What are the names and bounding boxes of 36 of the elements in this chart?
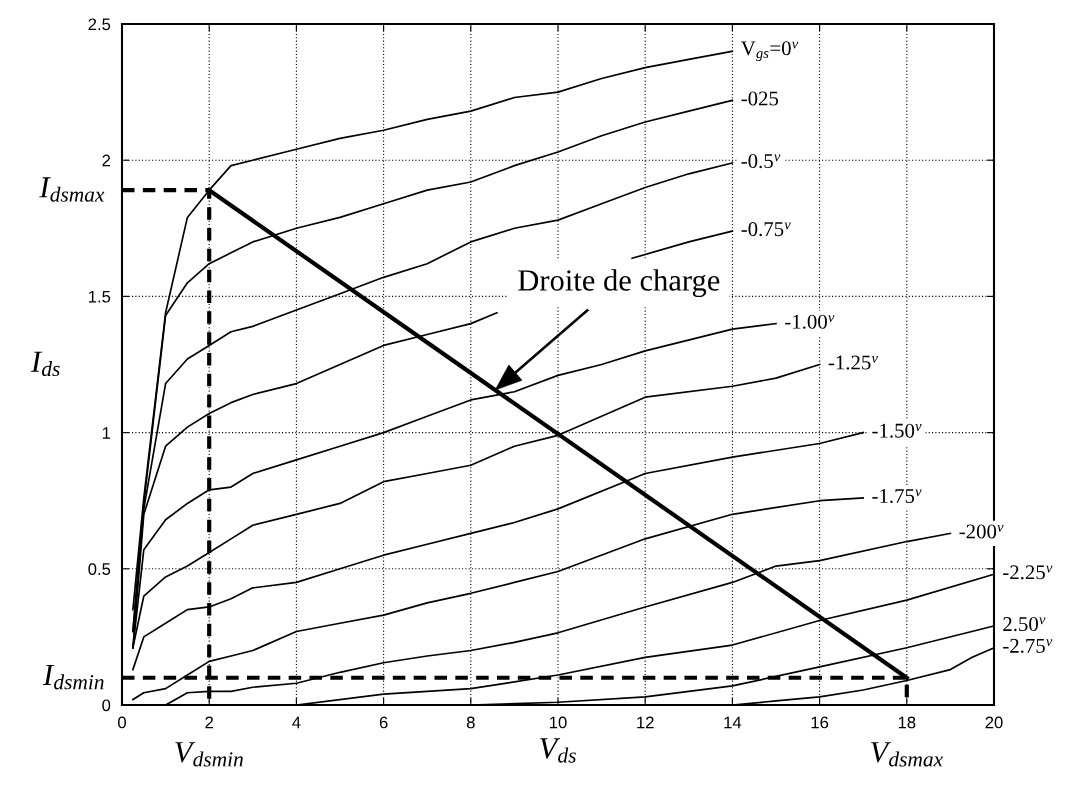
y-tick-label: 2.5 bbox=[88, 18, 111, 31]
series-label: -0.5$^{v}$ bbox=[741, 153, 781, 169]
series-label: 2.50$^{v}$ bbox=[1003, 617, 1046, 632]
annotation: I$_{dsmax}$ bbox=[39, 177, 105, 202]
series-label: -1.00$^{v}$ bbox=[785, 314, 835, 329]
legend-label: V$_{gs}$=0$^{v}$ bbox=[740, 41, 799, 62]
x-tick-label: 4 bbox=[292, 716, 301, 729]
x-tick-label: 10 bbox=[550, 716, 567, 729]
x-tick-label: 8 bbox=[466, 716, 475, 729]
series-label: -1.75$^{v}$ bbox=[872, 489, 922, 504]
y-tick-label: 1.5 bbox=[88, 290, 111, 303]
x-tick-label: 16 bbox=[811, 716, 829, 729]
y-tick-label: 0.5 bbox=[88, 563, 111, 575]
x-tick-label: 20 bbox=[985, 716, 1003, 729]
series-label: -1.50$^{v}$ bbox=[872, 423, 922, 438]
series-label: -025 bbox=[741, 91, 779, 106]
annotation: V$_{dsmin}$ bbox=[175, 742, 243, 767]
y-tick-label: 2 bbox=[102, 154, 111, 167]
x-tick-label: 0 bbox=[118, 716, 126, 729]
x-axis-title: V$_{ds}$ bbox=[540, 738, 576, 763]
annotation: I$_{dsmin}$ bbox=[42, 664, 104, 690]
y-tick-label: 0 bbox=[102, 699, 111, 712]
y-tick-label: 1 bbox=[102, 427, 111, 439]
series-label: -1.25$^{v}$ bbox=[828, 355, 878, 370]
annotation: V$_{dsmax}$ bbox=[871, 742, 943, 767]
x-tick-label: 18 bbox=[898, 716, 916, 729]
legend-label: -2.25$^{v}$ bbox=[1003, 565, 1053, 580]
x-tick-label: 6 bbox=[379, 716, 388, 729]
y-axis-title: I$_{ds}$ bbox=[30, 351, 60, 377]
series-label: -200$^{v}$ bbox=[959, 524, 1004, 539]
x-tick-label: 12 bbox=[637, 716, 654, 729]
x-tick-label: 2 bbox=[205, 716, 213, 729]
x-tick-label: 14 bbox=[724, 716, 742, 729]
series-label: -0.75$^{v}$ bbox=[741, 222, 791, 237]
annotation: Droite de charge bbox=[518, 269, 720, 298]
series-label: -2.75$^{v}$ bbox=[1003, 638, 1053, 653]
